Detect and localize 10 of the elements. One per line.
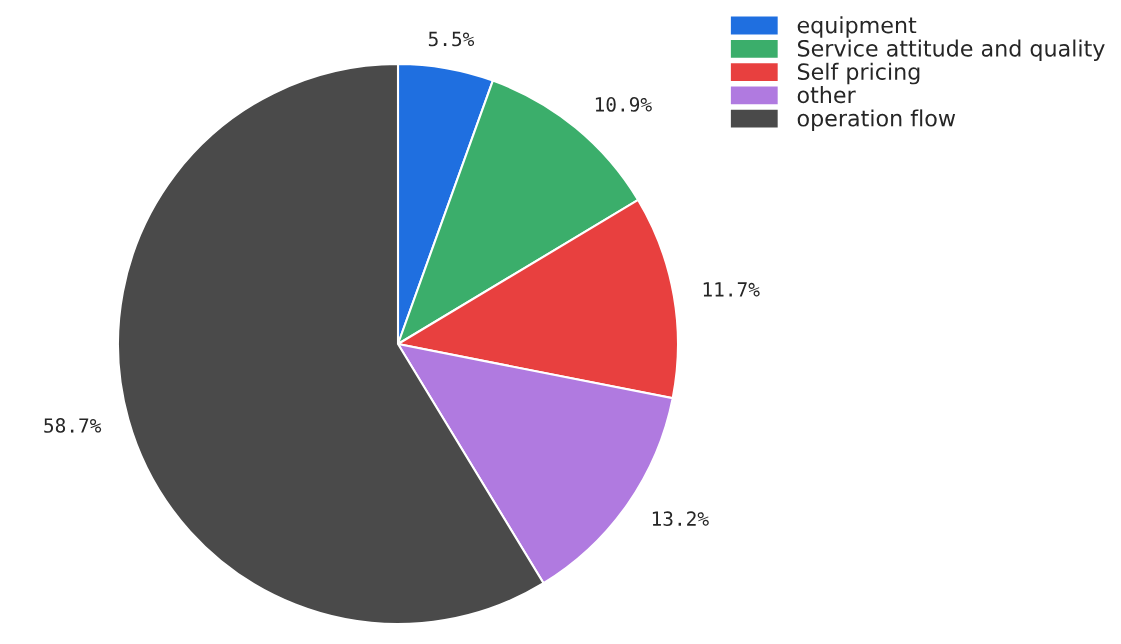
- data-label: 13.2%: [652, 511, 709, 526]
- data-label: 5.5%: [428, 31, 475, 47]
- legend-label: equipment: [797, 16, 917, 38]
- legend-label: Self pricing: [797, 62, 920, 85]
- data-label: 11.7%: [703, 282, 760, 297]
- legend-label: other: [797, 86, 856, 104]
- data-label: 58.7%: [44, 418, 102, 433]
- legend-label: operation flow: [797, 109, 956, 131]
- legend-label: Service attitude and quality: [797, 39, 1105, 62]
- data-label: 10.9%: [595, 97, 652, 112]
